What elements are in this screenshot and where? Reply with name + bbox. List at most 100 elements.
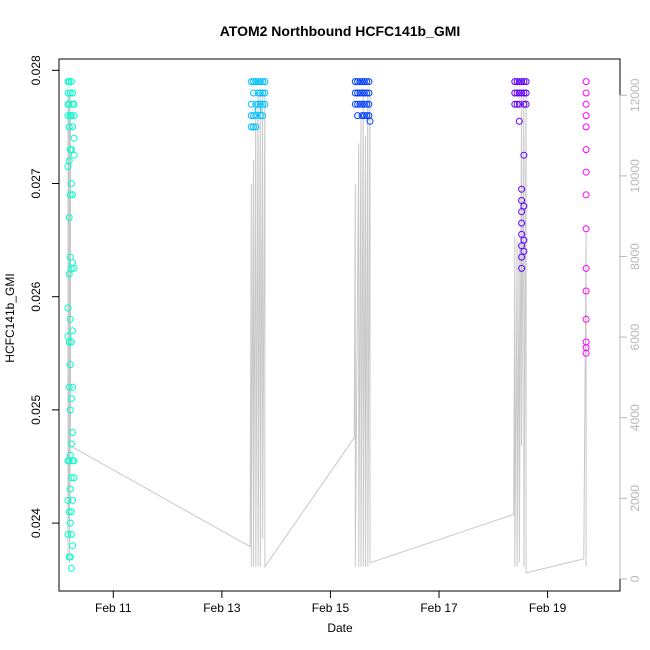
data-point xyxy=(67,508,75,516)
data-point xyxy=(256,112,264,120)
data-point xyxy=(511,100,519,108)
data-point xyxy=(67,530,75,538)
altitude-layer xyxy=(67,95,587,574)
series-5 xyxy=(582,78,590,357)
data-point xyxy=(67,395,75,403)
data-point xyxy=(513,100,521,108)
y-tick-label: 0.025 xyxy=(29,395,43,425)
data-point xyxy=(363,100,371,108)
data-point xyxy=(363,89,371,97)
data-point xyxy=(247,123,255,131)
data-point xyxy=(70,134,78,142)
data-point xyxy=(247,100,255,108)
data-point xyxy=(69,429,77,436)
y-axis-label: HCFC141b_GMI xyxy=(3,273,17,362)
data-point xyxy=(358,89,366,97)
data-point xyxy=(67,180,75,187)
data-point xyxy=(70,457,78,465)
data-point xyxy=(518,208,526,216)
data-point xyxy=(69,191,77,199)
data-point xyxy=(69,327,77,335)
data-point xyxy=(363,78,371,86)
y2-tick-label: 8000 xyxy=(628,243,642,270)
data-point xyxy=(582,287,590,295)
y-tick-label: 0.027 xyxy=(29,168,43,198)
data-point xyxy=(582,100,590,108)
y-tick-label: 0.028 xyxy=(29,55,43,85)
data-point xyxy=(261,89,269,97)
data-point xyxy=(520,78,528,86)
data-point xyxy=(515,100,523,108)
data-point xyxy=(70,100,78,108)
data-point xyxy=(69,542,77,550)
data-point xyxy=(582,146,590,154)
data-point xyxy=(365,100,373,108)
data-point xyxy=(518,253,526,261)
data-point xyxy=(250,89,257,97)
data-point xyxy=(520,89,528,97)
data-point xyxy=(511,89,519,97)
data-point xyxy=(66,315,74,323)
data-point xyxy=(354,78,362,86)
data-point xyxy=(70,474,78,482)
data-point xyxy=(582,112,590,120)
data-point xyxy=(513,89,521,97)
data-point xyxy=(67,78,75,86)
data-point xyxy=(259,78,267,86)
data-point xyxy=(351,78,359,86)
data-point xyxy=(254,89,262,97)
x-tick-label: Feb 13 xyxy=(203,601,241,615)
data-point xyxy=(360,100,368,108)
axes-layer: Feb 11 Feb 13 Feb 15 Feb 17 Feb 19 0.024 0.025… xyxy=(29,55,642,615)
data-point xyxy=(70,112,78,120)
data-point xyxy=(518,78,526,86)
data-point xyxy=(67,338,75,346)
data-point xyxy=(518,219,526,227)
data-point xyxy=(65,508,73,516)
data-point xyxy=(252,112,260,120)
data-point xyxy=(518,89,526,97)
data-point xyxy=(259,100,267,108)
data-point xyxy=(65,123,73,131)
data-point xyxy=(582,315,590,323)
data-point xyxy=(358,100,366,108)
data-point xyxy=(520,247,528,255)
data-point xyxy=(65,157,73,165)
data-point xyxy=(261,78,269,86)
chart-title: ATOM2 Northbound HCFC141b_GMI xyxy=(220,23,461,39)
data-point xyxy=(365,89,373,97)
data-point xyxy=(69,89,77,97)
data-point xyxy=(250,78,257,86)
data-point xyxy=(520,151,528,159)
data-point xyxy=(515,117,523,125)
data-point xyxy=(65,338,73,346)
data-point xyxy=(261,100,269,108)
data-point xyxy=(354,112,362,120)
altitude-line xyxy=(67,95,587,574)
data-point xyxy=(67,440,75,448)
data-point xyxy=(69,123,77,131)
x-tick-label: Feb 11 xyxy=(95,601,132,615)
data-point xyxy=(250,112,257,120)
data-point xyxy=(520,236,528,244)
data-point xyxy=(515,78,523,86)
data-point xyxy=(252,123,260,131)
x-axis-label: Date xyxy=(327,621,353,635)
data-point xyxy=(358,112,366,120)
data-point xyxy=(582,78,590,86)
data-point xyxy=(522,100,530,108)
y2-tick-label: 12000 xyxy=(628,78,642,112)
y2-tick-label: 10000 xyxy=(628,159,642,193)
data-point xyxy=(518,230,526,238)
plot-frame xyxy=(58,58,621,592)
data-point xyxy=(259,89,267,97)
data-point xyxy=(64,304,72,312)
data-point xyxy=(64,89,72,97)
y2-tick-label: 0 xyxy=(628,575,642,582)
data-point xyxy=(70,264,78,272)
data-point xyxy=(511,78,519,86)
data-point xyxy=(360,89,368,97)
y2-tick-label: 4000 xyxy=(628,404,642,431)
